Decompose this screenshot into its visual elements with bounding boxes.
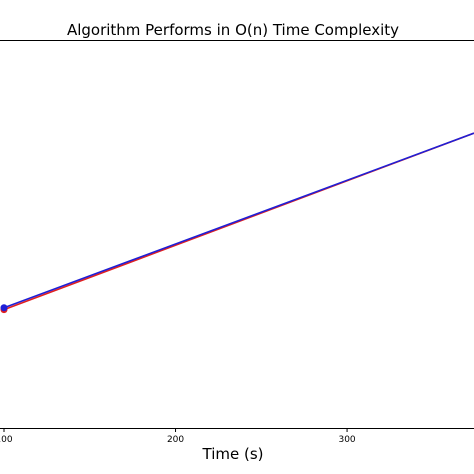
chart-title: Algorithm Performs in O(n) Time Complexi…: [67, 21, 399, 39]
x-axis-ticks: 100 200 300: [0, 428, 356, 445]
x-tick-label: 300: [338, 435, 355, 445]
series-line: [3, 132, 474, 309]
x-tick-label: 200: [167, 435, 184, 445]
series-layer: [3, 132, 474, 311]
data-point-marker: [0, 304, 8, 312]
x-tick-label: 100: [0, 435, 13, 445]
x-axis-label: Time (s): [202, 445, 264, 463]
marker-layer: [0, 304, 8, 314]
